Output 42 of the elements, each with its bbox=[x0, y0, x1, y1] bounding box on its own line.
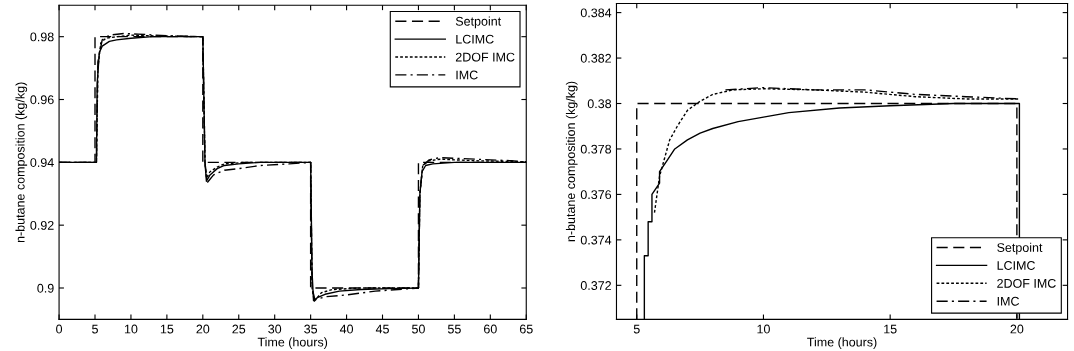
x-tick-label: 40 bbox=[339, 324, 354, 334]
y-tick-label: 0.374 bbox=[580, 235, 612, 245]
x-tick-label: 65 bbox=[519, 324, 533, 334]
legend-label: 2DOF IMC bbox=[455, 52, 515, 62]
x-axis-title: Time (hours) bbox=[257, 337, 328, 349]
legend-label: 2DOF IMC bbox=[997, 278, 1056, 288]
y-tick-label: 0.378 bbox=[580, 144, 612, 154]
y-tick-label: 0.376 bbox=[580, 190, 612, 200]
x-tick-label: 25 bbox=[232, 324, 246, 334]
y-tick-label: 0.98 bbox=[30, 32, 54, 42]
x-tick-label: 10 bbox=[124, 324, 138, 334]
y-tick-label: 0.92 bbox=[30, 220, 54, 230]
x-tick-label: 15 bbox=[160, 324, 174, 334]
x-tick-label: 5 bbox=[92, 324, 98, 334]
x-tick-label: 20 bbox=[196, 324, 210, 334]
y-tick-label: 0.96 bbox=[30, 95, 54, 105]
x-tick-label: 5 bbox=[633, 324, 640, 334]
x-tick-label: 10 bbox=[757, 324, 770, 334]
legend-label: Setpoint bbox=[997, 242, 1043, 255]
x-tick-label: 15 bbox=[884, 324, 897, 334]
legend-label: LCIMC bbox=[456, 34, 494, 44]
x-axis-title: Time (hours) bbox=[807, 337, 877, 349]
x-tick-label: 55 bbox=[447, 324, 461, 334]
x-tick-label: 0 bbox=[56, 324, 63, 334]
legend-label: IMC bbox=[456, 70, 478, 80]
y-tick-label: 0.9 bbox=[37, 283, 54, 293]
x-tick-label: 45 bbox=[375, 324, 389, 334]
legend-label: Setpoint bbox=[455, 16, 502, 29]
x-tick-label: 20 bbox=[1010, 324, 1024, 334]
y-tick-label: 0.384 bbox=[580, 8, 612, 18]
legend-label: LCIMC bbox=[997, 261, 1035, 270]
legend-label: IMC bbox=[997, 296, 1020, 306]
y-axis-title: n-butane composition (kg/kg) bbox=[565, 81, 578, 242]
y-tick-label: 0.372 bbox=[580, 281, 611, 290]
y-tick-label: 0.382 bbox=[580, 53, 611, 63]
y-tick-label: 0.38 bbox=[587, 99, 612, 109]
y-tick-label: 0.94 bbox=[30, 158, 54, 167]
x-tick-label: 60 bbox=[484, 324, 497, 334]
y-axis-title: n-butane composition (kg/kg) bbox=[15, 82, 28, 243]
x-tick-label: 50 bbox=[412, 324, 425, 334]
x-tick-label: 30 bbox=[268, 324, 282, 334]
x-tick-label: 35 bbox=[304, 324, 318, 334]
